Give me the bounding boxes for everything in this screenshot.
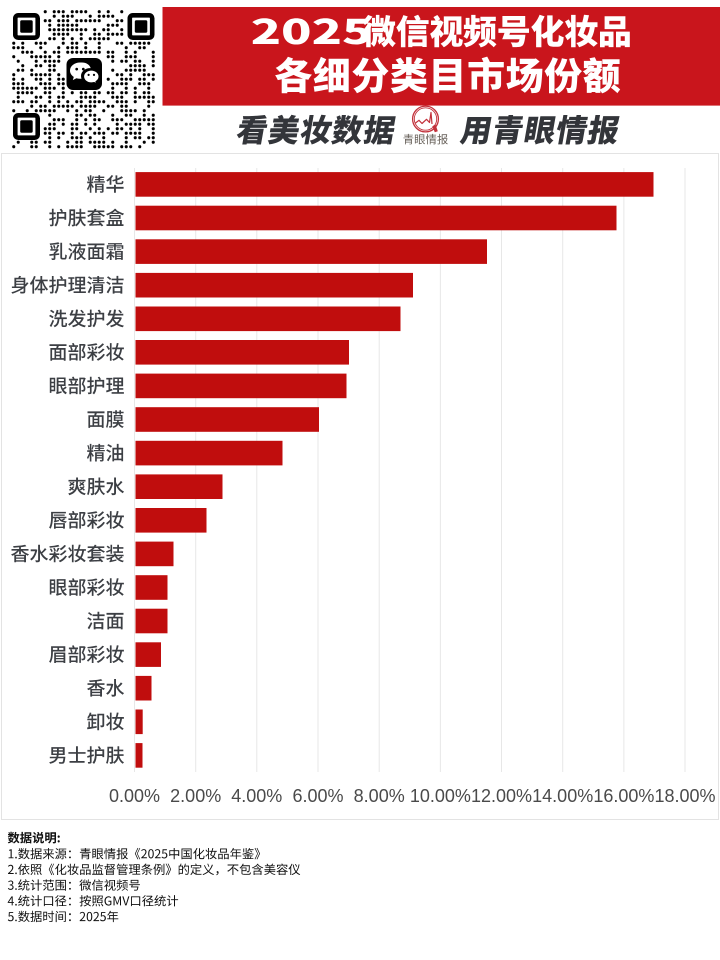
svg-text:18.00%: 18.00% <box>654 786 715 806</box>
svg-text:6.00%: 6.00% <box>292 786 343 806</box>
svg-text:0.00%: 0.00% <box>109 786 160 806</box>
svg-text:16.00%: 16.00% <box>593 786 654 806</box>
svg-text:2.00%: 2.00% <box>170 786 221 806</box>
svg-text:14.00%: 14.00% <box>532 786 593 806</box>
svg-text:10.00%: 10.00% <box>410 786 471 806</box>
svg-text:8.00%: 8.00% <box>354 786 405 806</box>
svg-text:12.00%: 12.00% <box>471 786 532 806</box>
svg-text:4.00%: 4.00% <box>231 786 282 806</box>
